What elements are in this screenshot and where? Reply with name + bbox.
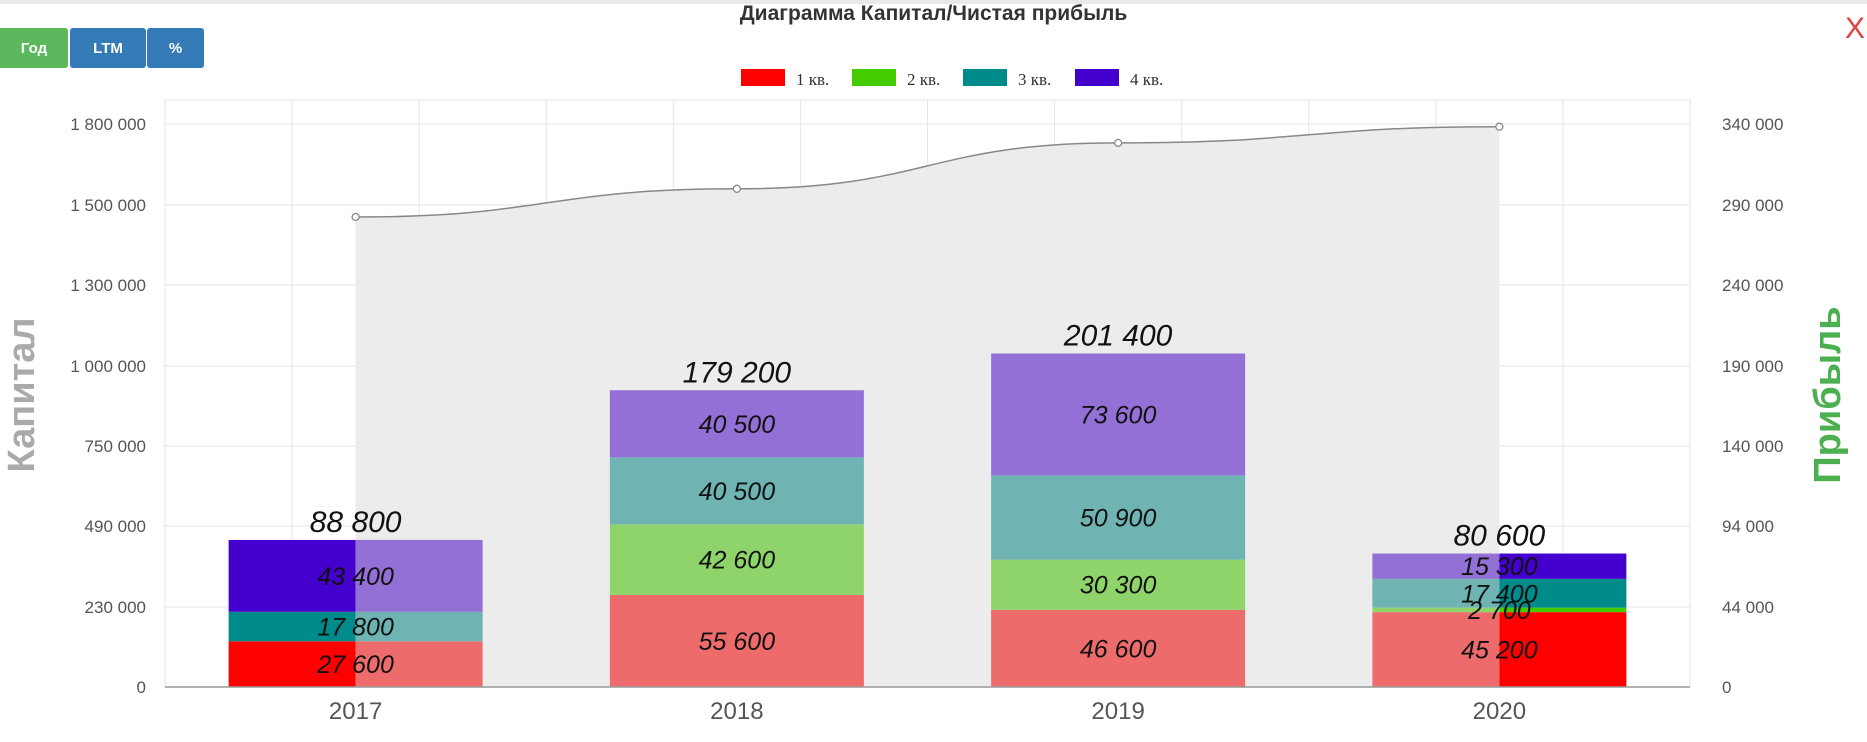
bar-2019-q4: [991, 353, 1246, 476]
data-label-2019-q2: 30 300: [1080, 572, 1157, 600]
y-tick-right: 340 000: [1722, 115, 1783, 134]
y-axis-label-right: Прибыль: [1807, 306, 1849, 483]
axes: 2017 2018 2019 2020 0 230 000 490 000 750 000 1 …: [1, 115, 1849, 725]
capital-point: [732, 184, 742, 193]
y-tick-right: 190 000: [1722, 357, 1783, 376]
total-label-2019: 201 400: [1063, 320, 1173, 353]
y-tick-right: 94 000: [1722, 517, 1774, 536]
ltm-button[interactable]: LTM: [70, 28, 146, 68]
y-tick-left: 0: [137, 678, 146, 697]
data-label-2019-q3: 50 900: [1080, 505, 1157, 533]
y-tick-left: 750 000: [85, 437, 146, 456]
y-axis-label-left: Капитал: [1, 318, 43, 473]
data-label-2018-q1: 55 600: [699, 628, 776, 656]
x-tick-2020: 2020: [1473, 698, 1526, 725]
chart-title: Диаграмма Капитал/Чистая прибыль: [739, 2, 1128, 25]
data-label-2019-q1: 46 600: [1080, 635, 1157, 663]
legend-label-q4: 4 кв.: [1130, 70, 1163, 89]
x-tick-2019: 2019: [1091, 698, 1144, 725]
y-tick-right: 140 000: [1722, 437, 1783, 456]
bar-2018-q1: [609, 594, 864, 687]
bar-2019-q1: [991, 609, 1246, 687]
y-tick-right: 0: [1722, 678, 1731, 697]
bar-2019-q3: [991, 475, 1246, 560]
data-label-2018-q4: 40 500: [699, 411, 776, 439]
data-label-2017-q4: 43 400: [317, 563, 394, 591]
top-border: [0, 0, 1867, 4]
legend-label-q1: 1 кв.: [796, 70, 829, 89]
total-label-2020: 80 600: [1453, 520, 1545, 553]
bar-2020-q4: [1372, 553, 1500, 579]
percent-button[interactable]: %: [147, 28, 204, 68]
total-label-2017: 88 800: [310, 506, 402, 539]
legend-label-q3: 3 кв.: [1018, 70, 1051, 89]
y-tick-left: 1 000 000: [70, 357, 146, 376]
data-label-2017-q3: 17 800: [317, 614, 394, 642]
bar-2017-q3: [355, 611, 483, 642]
bar-2017-q3-highlight: [228, 611, 356, 642]
capital-area-fill: [355, 126, 1500, 687]
legend-swatch-q4: [1075, 69, 1119, 86]
data-label-2020-q1: 45 200: [1461, 637, 1538, 665]
legend-label-q2: 2 кв.: [907, 70, 940, 89]
y-tick-left: 230 000: [85, 598, 146, 617]
y-tick-right: 44 000: [1722, 598, 1774, 617]
bar-2017-q1: [355, 641, 483, 687]
data-label-2017-q1: 27 600: [316, 651, 394, 679]
y-tick-left: 1 300 000: [70, 276, 146, 295]
data-label-2020-q4: 15 300: [1461, 553, 1538, 581]
bar-2018-q4: [609, 390, 864, 458]
legend-swatch-q3: [963, 69, 1007, 86]
y-tick-right: 290 000: [1722, 196, 1783, 215]
legend: 1 кв. 2 кв. 3 кв. 4 кв.: [741, 69, 1163, 89]
bar-2018-q2: [609, 524, 864, 595]
bar-2020-q4-highlight: [1499, 553, 1627, 579]
year-button[interactable]: Год: [0, 28, 68, 68]
y-tick-left: 490 000: [85, 517, 146, 536]
bar-2020-q2-highlight: [1499, 607, 1627, 613]
y-tick-left: 1 800 000: [70, 115, 146, 134]
data-label-2020-q3: 17 400: [1461, 580, 1538, 608]
capital-point: [1113, 138, 1123, 148]
bar-2020-q1: [1372, 612, 1500, 687]
capital-area: [351, 122, 1504, 687]
legend-swatch-q2: [852, 69, 896, 86]
bar-2018-q3: [609, 457, 864, 525]
y-tick-right: 240 000: [1722, 276, 1783, 295]
data-label-2020-q2: 2 700: [1467, 597, 1531, 625]
bar-2017-q4-highlight: [228, 539, 356, 612]
bar-2020-q3-highlight: [1499, 578, 1627, 608]
capital-line: [355, 125, 1500, 218]
capital-point: [1495, 122, 1504, 131]
bar-2017-q1-highlight: [228, 641, 356, 687]
bar-2020-q1-highlight: [1499, 612, 1627, 687]
legend-swatch-q1: [741, 69, 785, 86]
data-labels: 27 600 17 800 43 400 88 800 55 600 42 600 40 5…: [310, 320, 1546, 680]
x-tick-2017: 2017: [329, 698, 382, 725]
bar-2019-q2: [991, 559, 1246, 610]
bar-2017-q4: [355, 539, 483, 612]
data-label-2018-q3: 40 500: [699, 478, 776, 506]
data-label-2019-q4: 73 600: [1080, 401, 1157, 429]
capital-point: [351, 212, 360, 222]
bars: [228, 353, 1627, 687]
y-tick-left: 1 500 000: [70, 196, 146, 215]
x-tick-2018: 2018: [710, 698, 763, 725]
close-icon[interactable]: X: [1845, 12, 1866, 45]
bar-2020-q3: [1372, 578, 1500, 608]
bar-2020-q2: [1372, 607, 1500, 613]
total-label-2018: 179 200: [683, 356, 792, 389]
data-label-2018-q2: 42 600: [699, 547, 776, 575]
